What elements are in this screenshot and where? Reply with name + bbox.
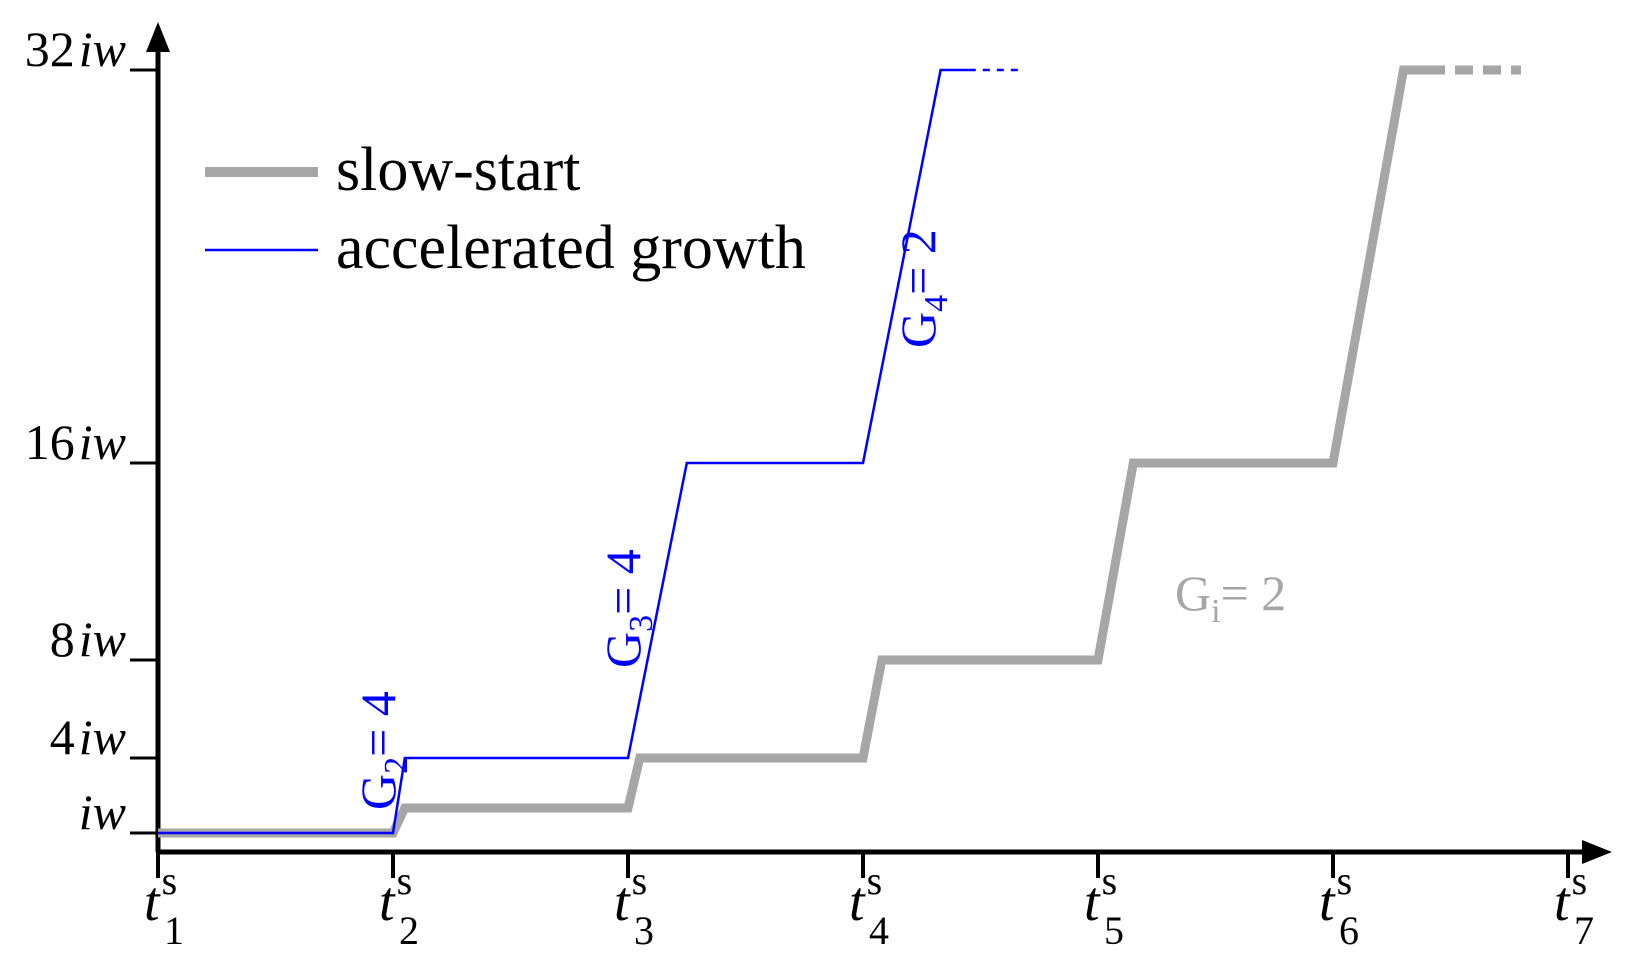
x-tick-label: ts 1 [144,858,184,953]
x-tick-label: ts 3 [614,858,654,953]
legend-label-accelerated-growth: accelerated growth [336,214,806,282]
x-axis-arrow [1582,840,1612,864]
y-tick-label: 16iw [25,414,126,470]
x-ticks: ts 1 ts 2 ts 3 ts 4 ts 5 ts 6 ts 7 [144,852,1594,953]
growth-annotation: Gi= 2 [1175,565,1286,630]
x-tick-label: ts 5 [1084,858,1124,953]
x-tick-label: ts 2 [379,858,419,953]
y-ticks: iw 4iw 8iw 16iw 32iw [25,21,158,840]
y-tick-label: 8iw [50,611,126,667]
axes [146,22,1612,864]
growth-annotation: G3= 4 [595,549,660,668]
series-line-accelerated-growth [158,68,969,835]
y-tick-label: 32iw [25,21,126,77]
legend-label-slow-start: slow-start [336,136,581,204]
x-tick-label: ts 6 [1319,858,1359,953]
x-tick-label: ts 4 [849,858,889,953]
series-line-slow-start [158,65,1427,838]
x-tick-label: ts 7 [1554,858,1594,953]
growth-annotation: G4= 2 [890,229,955,348]
y-tick-label: 4iw [50,709,126,765]
annotations: G2= 4 G3= 4 G4= 2 Gi= 2 [350,229,1286,810]
y-axis-arrow [146,22,170,52]
legend: slow-start accelerated growth [205,136,806,282]
growth-annotation: G2= 4 [350,691,415,810]
y-tick-label: iw [79,784,126,840]
series-layer [158,65,1521,838]
